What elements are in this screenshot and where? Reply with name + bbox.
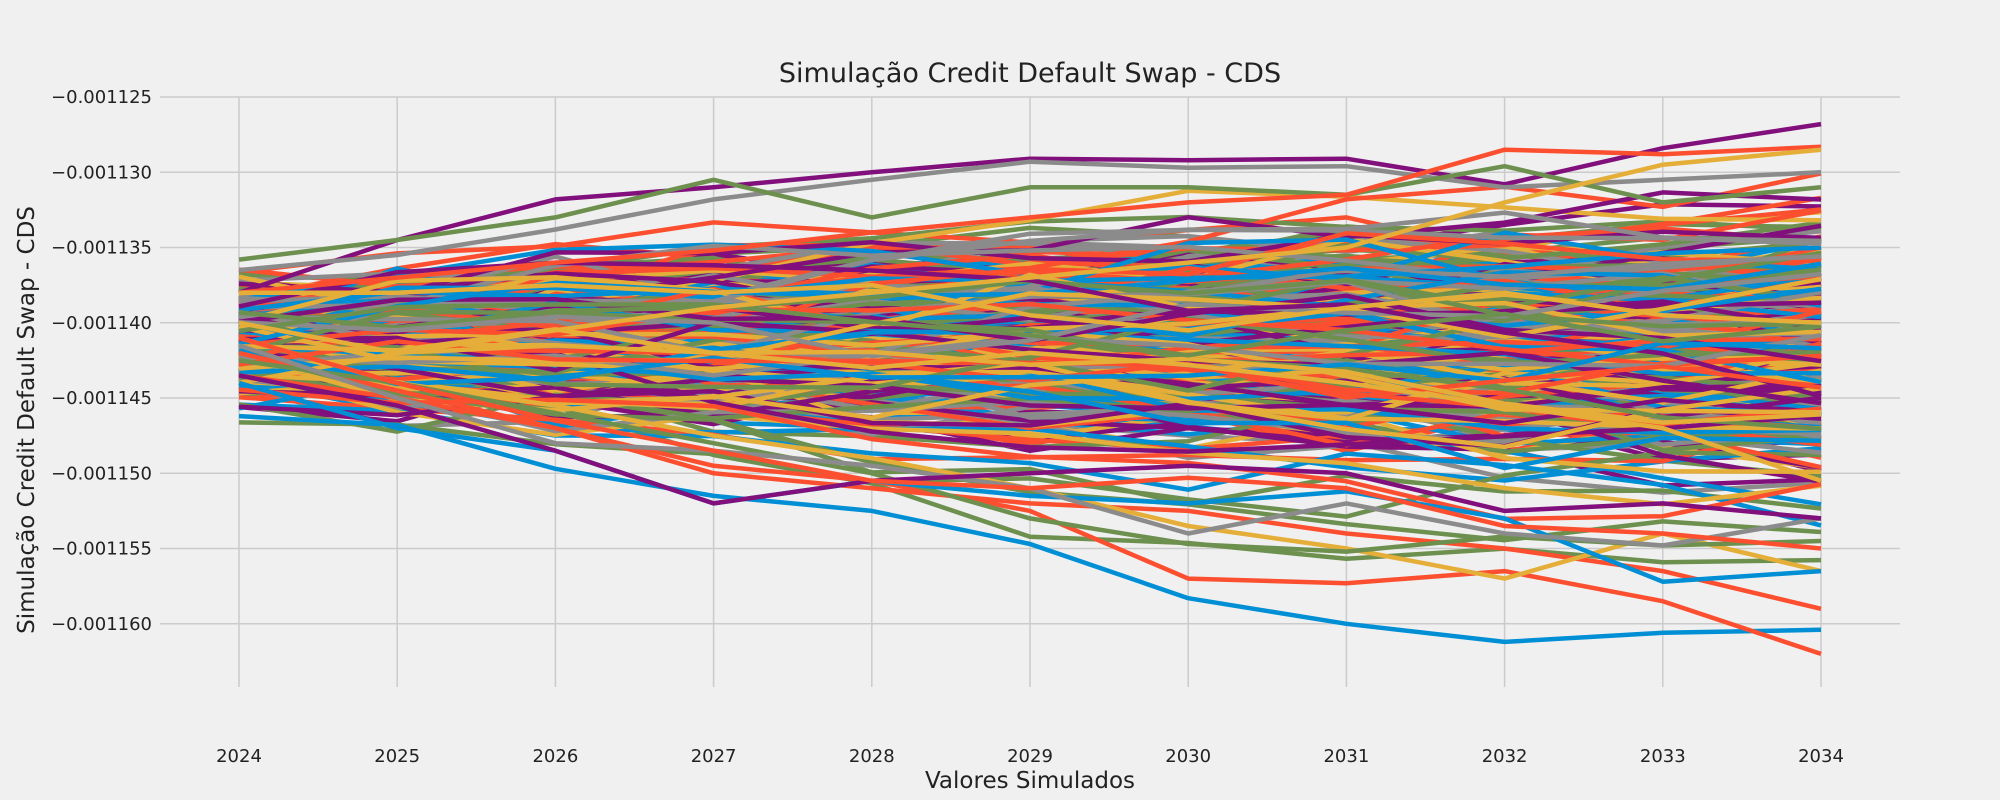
series-line-5 — [238, 413, 1822, 645]
series-line-12 — [238, 373, 1822, 521]
simulation-line — [238, 271, 1822, 359]
y-tick-label: −0.001160 — [51, 614, 152, 635]
simulation-line — [238, 334, 1822, 396]
simulation-line — [238, 315, 1822, 426]
series-line-6 — [238, 373, 1822, 657]
series-line-14 — [238, 320, 1822, 483]
series-line-0 — [238, 121, 1822, 295]
series-lines — [238, 121, 1822, 657]
x-tick-label: 2025 — [374, 746, 420, 767]
simulation-line — [238, 276, 1822, 371]
series-line-13 — [238, 335, 1822, 551]
y-tick-label: −0.001155 — [51, 539, 152, 560]
simulation-line — [238, 340, 1822, 387]
x-tick-label: 2029 — [1007, 746, 1053, 767]
y-tick-label: −0.001135 — [51, 238, 152, 259]
y-tick-label: −0.001145 — [51, 388, 152, 409]
x-tick-label: 2032 — [1482, 746, 1528, 767]
x-tick-label: 2031 — [1323, 746, 1369, 767]
y-tick-label: −0.001125 — [51, 87, 152, 108]
x-tick-label: 2033 — [1640, 746, 1686, 767]
series-line-15 — [239, 282, 1822, 333]
x-tick-label: 2034 — [1798, 746, 1844, 767]
x-tick-label: 2028 — [849, 746, 895, 767]
series-line-7 — [238, 350, 1822, 611]
simulation-line — [238, 301, 1822, 368]
y-tick-labels: −0.001125 −0.001130 −0.001135 −0.001140 −0.0… — [51, 87, 152, 635]
series-line-1 — [238, 159, 1822, 273]
simulation-line — [238, 302, 1822, 358]
x-axis-label: Valores Simulados — [924, 768, 1135, 794]
y-tick-label: −0.001140 — [51, 313, 152, 334]
x-tick-label: 2024 — [216, 746, 262, 767]
y-tick-label: −0.001130 — [51, 162, 152, 183]
series-line-4 — [238, 147, 1822, 386]
series-line-3 — [238, 144, 1822, 295]
series-line-2 — [238, 163, 1822, 262]
chart-title: Simulação Credit Default Swap - CDS — [778, 58, 1282, 89]
x-tick-label: 2030 — [1165, 746, 1211, 767]
x-tick-label: 2027 — [691, 746, 737, 767]
y-tick-label: −0.001150 — [51, 463, 152, 484]
x-tick-label: 2026 — [532, 746, 578, 767]
x-tick-labels: 2024 2025 2026 2027 2028 2029 2030 2031 2032 2033… — [216, 746, 1844, 767]
simulation-line — [238, 309, 1822, 432]
y-axis-label: Simulação Credit Default Swap - CDS — [14, 206, 40, 634]
